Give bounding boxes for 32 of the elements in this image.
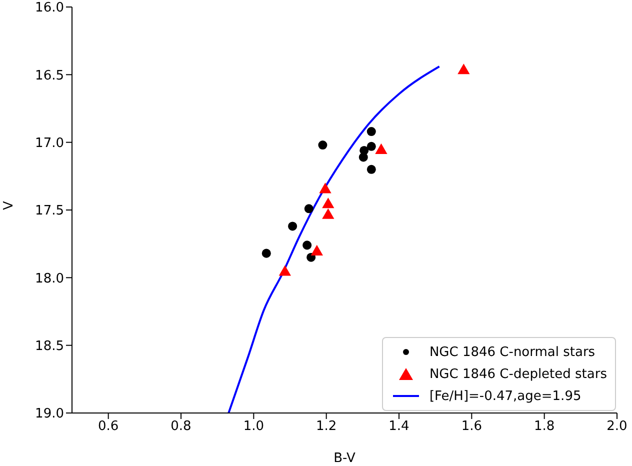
point: [318, 140, 328, 150]
x-tick-label: 1.2: [316, 419, 337, 434]
point: [366, 164, 376, 174]
x-tick-label: 1.0: [243, 419, 264, 434]
x-tick-label: 0.6: [98, 419, 119, 434]
point: [304, 204, 314, 214]
y-tick-label: 18.0: [35, 271, 64, 286]
y-axis-title: V: [2, 201, 17, 210]
x-tick-label: 2.0: [606, 419, 628, 434]
x-tick-label: 1.4: [388, 419, 410, 434]
y-tick-label: 16.5: [35, 68, 64, 84]
legend-label: NGC 1846 C-normal stars: [429, 344, 596, 360]
point: [262, 248, 271, 258]
x-tick-label: 1.8: [534, 419, 555, 434]
point: [322, 198, 334, 208]
point: [458, 64, 470, 74]
point: [288, 222, 298, 231]
y-tick-label: 16.0: [35, 0, 64, 16]
legend-label: [Fe/H]=-0.47,age=1.95: [429, 388, 582, 404]
x-axis-title: B-V: [334, 451, 356, 466]
point: [302, 240, 312, 250]
x-tick-label: 0.8: [170, 419, 192, 434]
x-tick-label: 1.6: [461, 419, 482, 434]
y-tick-label: 17.5: [35, 204, 64, 219]
point: [366, 127, 376, 136]
point: [366, 142, 376, 151]
point: [319, 182, 332, 194]
y-tick-label: 17.0: [35, 136, 64, 151]
point: [358, 152, 368, 162]
y-tick-label: 18.5: [35, 338, 64, 354]
legend-label: NGC 1846 C-depleted stars: [429, 366, 607, 382]
y-tick-label: 19.0: [35, 406, 64, 422]
